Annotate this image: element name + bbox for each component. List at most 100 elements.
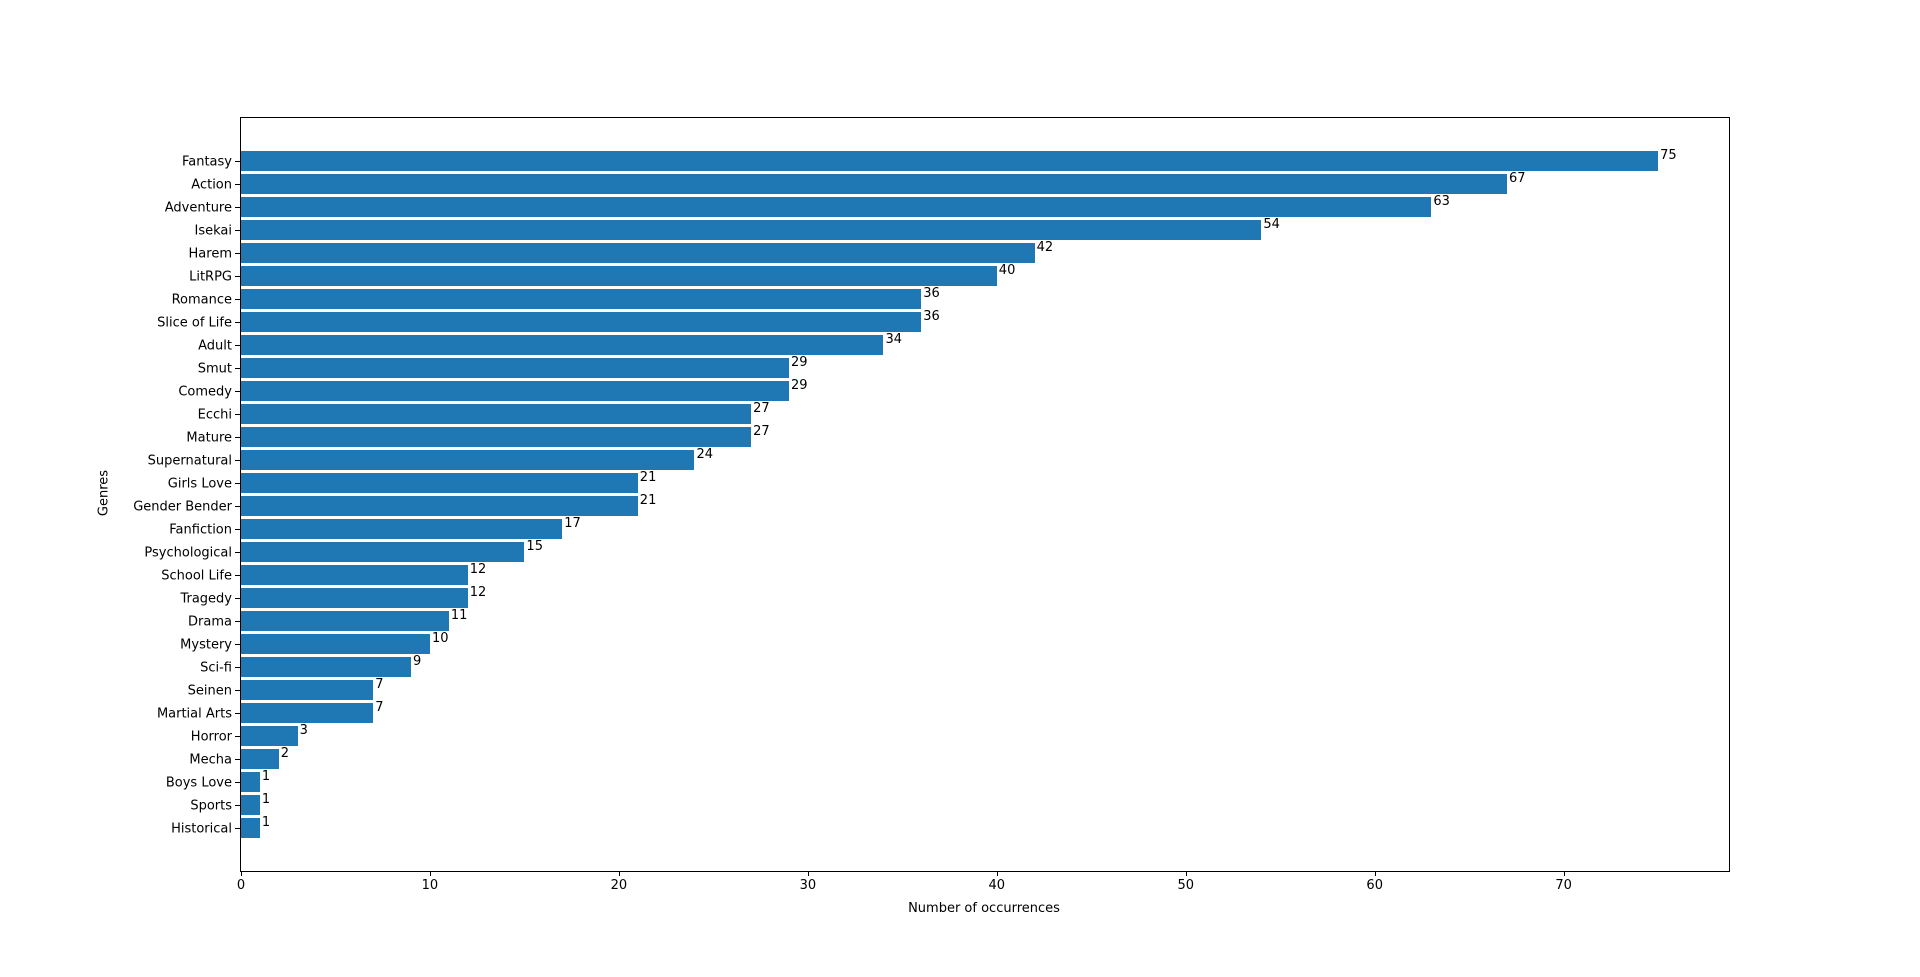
bar-value-label-martial-arts: 7 (375, 700, 384, 715)
x-tick-label-70: 70 (1555, 878, 1572, 893)
bar-value-label-mecha: 2 (280, 746, 290, 761)
y-tick-label-boys-love: Boys Love (165, 775, 232, 791)
y-tick-label-isekai: Isekai (194, 223, 232, 239)
bar-value-label-ecchi: 27 (753, 401, 770, 416)
bar-value-label-mystery: 10 (431, 631, 449, 646)
y-tick-mark (235, 667, 240, 668)
y-axis-title: Genres (96, 469, 112, 517)
y-tick-label-harem: Harem (188, 246, 232, 262)
y-tick-mark (235, 805, 240, 806)
y-tick-label-smut: Smut (197, 361, 232, 377)
y-tick-mark (235, 529, 240, 530)
bar-boys-love (241, 772, 260, 792)
x-tick-mark (429, 871, 431, 876)
y-tick-label-action: Action (191, 177, 232, 193)
y-tick-label-drama: Drama (188, 614, 232, 630)
y-tick-mark (235, 322, 240, 323)
bar-comedy (241, 381, 789, 401)
bar-litrpg (241, 266, 997, 286)
bar-fantasy (241, 151, 1659, 171)
y-tick-mark (235, 483, 240, 484)
y-tick-label-fantasy: Fantasy (181, 154, 232, 170)
bar-supernatural (241, 450, 695, 470)
x-tick-mark (241, 871, 242, 876)
bar-value-label-romance: 36 (923, 286, 940, 301)
x-tick-mark (618, 871, 620, 876)
y-tick-label-ecchi: Ecchi (197, 407, 232, 423)
bar-slice-of-life (241, 312, 922, 332)
bar-historical (241, 818, 260, 838)
bar-value-label-sci-fi: 9 (413, 654, 422, 669)
bar-value-label-school-life: 12 (469, 562, 487, 577)
bar-ecchi (241, 404, 752, 424)
x-tick-mark (1185, 871, 1187, 876)
bar-drama (241, 611, 449, 631)
bar-isekai (241, 220, 1262, 240)
y-tick-mark (235, 598, 240, 599)
y-tick-label-tragedy: Tragedy (180, 591, 232, 607)
bar-value-label-boys-love: 1 (261, 769, 271, 784)
x-tick-mark (807, 871, 809, 876)
bar-value-label-comedy: 29 (790, 378, 808, 393)
bar-mature (241, 427, 752, 447)
bar-value-label-drama: 11 (450, 608, 468, 623)
y-tick-mark (235, 460, 240, 461)
y-tick-mark (235, 782, 240, 783)
bar-gender-bender (241, 496, 638, 516)
x-tick-label-20: 20 (610, 878, 628, 893)
y-tick-mark (235, 575, 240, 576)
y-tick-label-school-life: School Life (161, 568, 232, 584)
y-tick-mark (235, 621, 240, 622)
y-tick-label-sports: Sports (190, 798, 232, 814)
bar-value-label-slice-of-life: 36 (923, 309, 940, 324)
bar-value-label-sports: 1 (261, 792, 271, 807)
y-tick-label-gender-bender: Gender Bender (133, 499, 232, 515)
bar-psychological (241, 542, 525, 562)
bar-seinen (241, 680, 374, 700)
y-tick-mark (235, 368, 240, 369)
x-tick-label-0: 0 (236, 878, 246, 893)
x-axis-title: Number of occurrences (908, 901, 1060, 916)
bar-value-label-smut: 29 (790, 355, 808, 370)
y-tick-mark (235, 345, 240, 346)
y-tick-label-seinen: Seinen (187, 683, 232, 699)
bar-value-label-tragedy: 12 (469, 585, 487, 600)
bar-value-label-horror: 3 (299, 723, 308, 738)
bar-tragedy (241, 588, 468, 608)
y-tick-mark (235, 299, 240, 300)
y-tick-label-girls-love: Girls Love (167, 476, 232, 492)
bar-value-label-fantasy: 75 (1660, 148, 1677, 163)
bar-value-label-mature: 27 (753, 424, 770, 439)
bar-value-label-adult: 34 (885, 332, 902, 347)
y-tick-label-adult: Adult (198, 338, 232, 354)
bar-value-label-psychological: 15 (526, 539, 543, 554)
bar-value-label-girls-love: 21 (639, 470, 657, 485)
y-tick-label-romance: Romance (171, 292, 232, 308)
x-tick-mark (1563, 871, 1565, 876)
bar-martial-arts (241, 703, 374, 723)
y-tick-mark (235, 184, 240, 185)
x-tick-label-60: 60 (1366, 878, 1383, 893)
y-tick-label-horror: Horror (190, 729, 232, 745)
plot-area: Fantasy 75 Action 67 Adventure 63 Isekai 54 Hare… (133, 117, 1730, 892)
bar-action (241, 174, 1507, 194)
y-tick-mark (235, 644, 240, 645)
x-tick-mark (1374, 871, 1376, 876)
bar-mecha (241, 749, 279, 769)
y-tick-mark (235, 759, 240, 760)
bar-sports (241, 795, 260, 815)
bar-school-life (241, 565, 468, 585)
y-tick-mark (235, 161, 240, 162)
y-tick-mark (235, 713, 240, 714)
bar-value-label-fanfiction: 17 (564, 516, 581, 531)
bar-harem (241, 243, 1035, 263)
y-tick-label-adventure: Adventure (164, 200, 232, 216)
bar-sci-fi (241, 657, 412, 677)
bar-horror (241, 726, 298, 746)
bar-romance (241, 289, 922, 309)
bar-value-label-seinen: 7 (375, 677, 384, 692)
y-tick-mark (235, 506, 240, 507)
bar-value-label-harem: 42 (1036, 240, 1054, 255)
y-tick-mark (235, 207, 240, 208)
